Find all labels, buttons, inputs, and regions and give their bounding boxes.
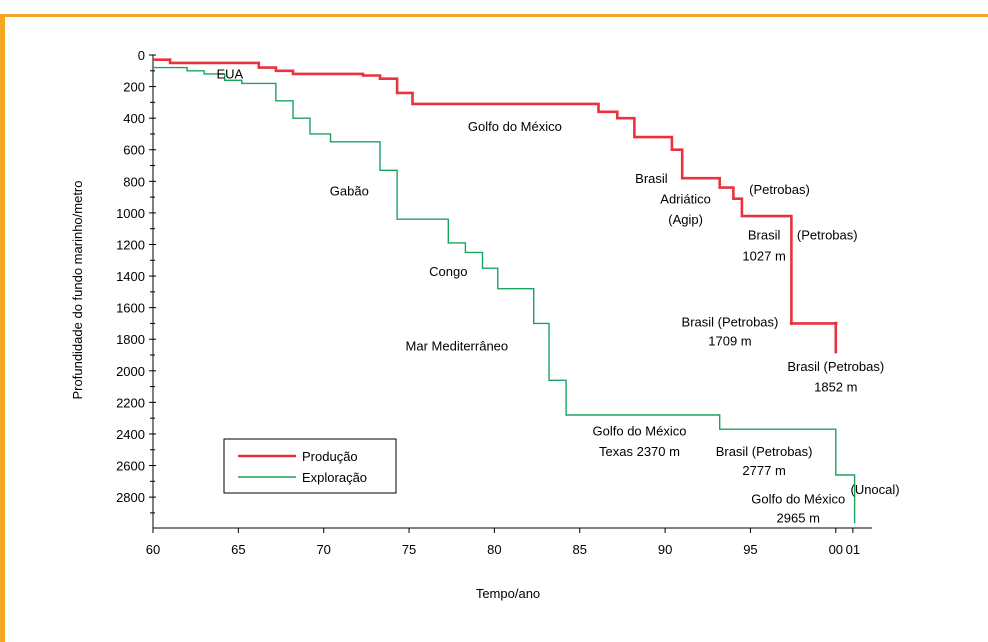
chart-axes: 0 200 400 600 800 1000 1200 1400 1600 1800 2000 220… xyxy=(116,48,872,557)
annotation-label: Brasil (Petrobas) xyxy=(787,359,884,374)
legend-box xyxy=(223,438,397,494)
series-layer xyxy=(153,58,856,524)
y-tick-label: 1400 xyxy=(116,269,145,284)
annotation-label: Brasil (Petrobas) xyxy=(682,315,779,330)
x-tick-label: 90 xyxy=(658,542,672,557)
y-tick-label: 2600 xyxy=(116,459,145,474)
y-tick-label: 2800 xyxy=(116,490,145,505)
annotation-label: Golfo do México xyxy=(751,491,845,506)
y-tick-label: 2200 xyxy=(116,395,145,410)
producao-marker xyxy=(789,321,794,326)
x-tick-label: 70 xyxy=(316,542,330,557)
y-tick-label: 400 xyxy=(123,111,145,126)
producao-marker xyxy=(834,321,838,326)
annotation-label: 2777 m xyxy=(742,463,785,478)
annotation-label: 1027 m xyxy=(742,248,785,263)
series-line-producao xyxy=(153,58,838,354)
x-tick-label: 60 xyxy=(146,542,160,557)
y-tick-label: 800 xyxy=(123,174,145,189)
annotation-label: Gabão xyxy=(330,184,369,199)
annotation-label: 1852 m xyxy=(814,379,857,394)
annotation-label: Mar Mediterrâneo xyxy=(406,338,509,353)
y-tick-label: 2400 xyxy=(116,427,145,442)
annotation-label: Brasil xyxy=(748,228,781,243)
y-axis-label: Profundidade do fundo marinho/metro xyxy=(70,181,85,400)
y-tick-label: 0 xyxy=(138,48,145,63)
annotation-label: Brasil (Petrobas) xyxy=(716,444,813,459)
annotation-label: (Petrobas) xyxy=(797,228,858,243)
annotation-label: 1709 m xyxy=(708,334,751,349)
y-tick-label: 1600 xyxy=(116,301,145,316)
x-axis-label: Tempo/ano xyxy=(476,586,540,601)
annotation-label: 2965 m xyxy=(777,510,820,525)
legend-label: Exploração xyxy=(302,470,367,485)
x-tick-label: 65 xyxy=(231,542,245,557)
x-tick-label: 75 xyxy=(402,542,416,557)
legend: Produção Exploração xyxy=(223,438,397,494)
annotation-label: EUA xyxy=(216,67,243,82)
x-tick-label: 00 xyxy=(829,542,843,557)
annotation-label: (Unocal) xyxy=(850,482,899,497)
annotation-label: (Petrobas) xyxy=(749,182,810,197)
annotation-label: Congo xyxy=(429,264,467,279)
y-tick-label: 200 xyxy=(123,80,145,95)
annotation-label: Texas 2370 m xyxy=(599,444,680,459)
annotation-label: Golfo do México xyxy=(468,119,562,134)
annotation-label: Golfo do México xyxy=(593,424,687,439)
y-tick-label: 1000 xyxy=(116,206,145,221)
annotation-label: Adriático xyxy=(660,191,711,206)
x-tick-label: 01 xyxy=(846,542,860,557)
frame-left-border xyxy=(0,14,5,642)
y-tick-label: 1800 xyxy=(116,332,145,347)
annotation-layer: EUA Golfo do México Gabão Congo Mar Mediterr… xyxy=(216,67,899,526)
legend-label: Produção xyxy=(302,449,358,464)
frame-top-border xyxy=(0,14,988,17)
annotation-label: Brasil xyxy=(635,171,668,186)
x-tick-label: 80 xyxy=(487,542,501,557)
series-line-exploracao xyxy=(153,66,856,524)
x-tick-label: 85 xyxy=(573,542,587,557)
y-tick-label: 1200 xyxy=(116,237,145,252)
y-tick-label: 2000 xyxy=(116,364,145,379)
annotation-label: (Agip) xyxy=(668,212,703,227)
x-tick-label: 95 xyxy=(743,542,757,557)
y-tick-label: 600 xyxy=(123,143,145,158)
